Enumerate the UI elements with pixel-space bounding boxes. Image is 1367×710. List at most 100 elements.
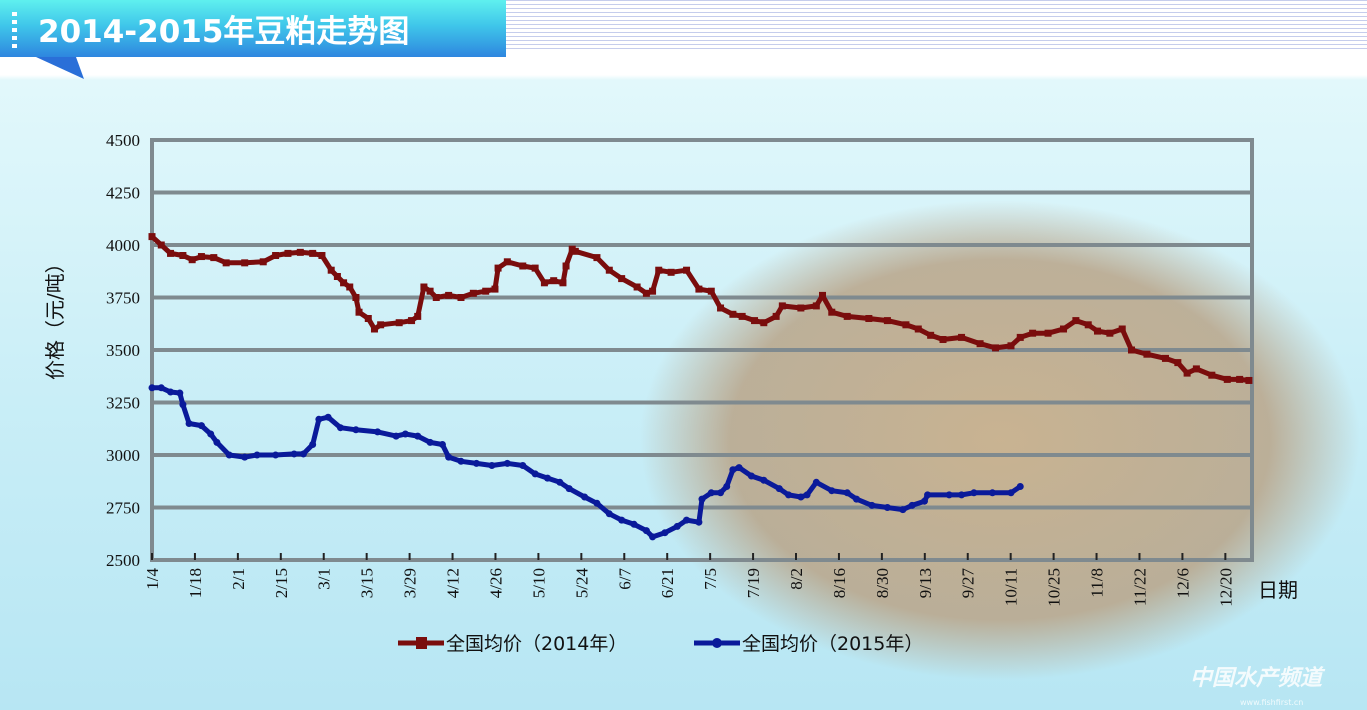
data-point: [420, 283, 428, 291]
data-point: [426, 438, 434, 446]
data-point: [673, 522, 681, 530]
x-tick-label: 3/15: [358, 568, 377, 598]
page-title: 2014-2015年豆粕走势图: [38, 14, 410, 50]
data-point: [1183, 369, 1191, 377]
watermark-logo: 中国水产频道: [1190, 666, 1323, 691]
data-point: [438, 441, 446, 448]
x-tick-label: 9/27: [959, 568, 978, 599]
data-point: [1118, 325, 1126, 333]
data-point: [241, 453, 249, 461]
data-point: [519, 462, 527, 469]
data-point: [717, 489, 725, 497]
data-point: [457, 294, 465, 301]
y-tick-label: 2500: [106, 551, 140, 570]
data-point: [284, 249, 292, 257]
data-point: [593, 499, 601, 507]
data-point: [843, 312, 851, 320]
x-tick-label: 6/21: [658, 568, 677, 598]
data-point: [148, 233, 156, 241]
data-point: [778, 302, 786, 310]
data-point: [167, 388, 175, 396]
data-point: [1094, 327, 1102, 335]
y-tick-label: 3250: [106, 394, 140, 413]
data-point: [272, 451, 280, 459]
data-point: [642, 527, 650, 535]
data-point: [253, 451, 261, 459]
data-point: [503, 459, 511, 467]
data-point: [482, 287, 490, 295]
data-point: [908, 501, 916, 509]
x-tick-label: 10/25: [1045, 568, 1064, 607]
y-tick-label: 4250: [106, 184, 140, 203]
data-point: [1072, 317, 1080, 325]
data-point: [1245, 376, 1253, 384]
data-point: [717, 304, 725, 312]
data-point: [927, 331, 935, 339]
x-tick-label: 1/18: [186, 568, 205, 598]
data-point: [531, 264, 539, 272]
data-point: [503, 258, 511, 266]
data-point: [729, 310, 737, 318]
data-point: [803, 491, 811, 499]
data-point: [812, 302, 820, 310]
data-point: [729, 466, 737, 474]
data-point: [1127, 346, 1135, 354]
x-tick-label: 8/2: [787, 568, 806, 590]
y-tick-label: 4500: [106, 131, 140, 150]
data-point: [1007, 342, 1015, 350]
data-point: [1223, 375, 1231, 383]
data-point: [562, 262, 570, 270]
data-point: [924, 491, 932, 499]
data-point: [939, 336, 947, 343]
data-point: [707, 489, 715, 497]
data-point: [565, 485, 573, 493]
watermark-url: www.fishfirst.cn: [1240, 698, 1304, 707]
data-point: [225, 451, 233, 459]
data-point: [432, 294, 440, 301]
x-tick-label: 5/10: [529, 568, 548, 598]
data-point: [1174, 359, 1182, 367]
data-point: [958, 491, 966, 499]
x-tick-label: 7/19: [744, 568, 763, 598]
data-point: [1143, 350, 1151, 358]
data-point: [698, 495, 706, 503]
legend-marker-icon: [712, 638, 722, 648]
x-tick-label: 4/12: [444, 568, 463, 598]
data-point: [843, 489, 851, 497]
x-axis-label: 日期: [1258, 578, 1298, 602]
data-point: [751, 317, 759, 325]
data-point: [340, 279, 348, 287]
data-point: [920, 497, 928, 505]
data-point: [519, 262, 527, 270]
data-point: [1029, 329, 1037, 337]
data-point: [642, 289, 650, 297]
data-point: [1192, 365, 1200, 373]
data-point: [324, 413, 332, 421]
data-point: [723, 483, 731, 490]
legend: 全国均价（2014年） 全国均价（2015年）: [398, 633, 923, 655]
data-point: [914, 325, 922, 333]
data-point: [683, 266, 691, 274]
data-point: [797, 493, 805, 501]
data-point: [760, 476, 768, 484]
data-point: [327, 266, 335, 274]
data-point: [559, 279, 567, 287]
data-point: [309, 249, 317, 257]
data-point: [571, 247, 579, 255]
data-point: [544, 474, 552, 482]
x-tick-label: 6/7: [615, 568, 634, 590]
x-tick-label: 1/4: [143, 568, 162, 590]
data-point: [1044, 329, 1052, 337]
data-point: [148, 384, 156, 392]
data-point: [605, 266, 613, 274]
data-point: [213, 438, 221, 446]
data-point: [157, 241, 165, 249]
x-tick-label: 11/8: [1088, 568, 1107, 598]
data-point: [970, 489, 978, 497]
data-point: [185, 420, 193, 427]
x-tick-label: 12/6: [1173, 568, 1192, 598]
data-point: [472, 459, 480, 467]
data-point: [550, 277, 558, 285]
data-point: [683, 516, 691, 524]
data-point: [958, 333, 966, 341]
